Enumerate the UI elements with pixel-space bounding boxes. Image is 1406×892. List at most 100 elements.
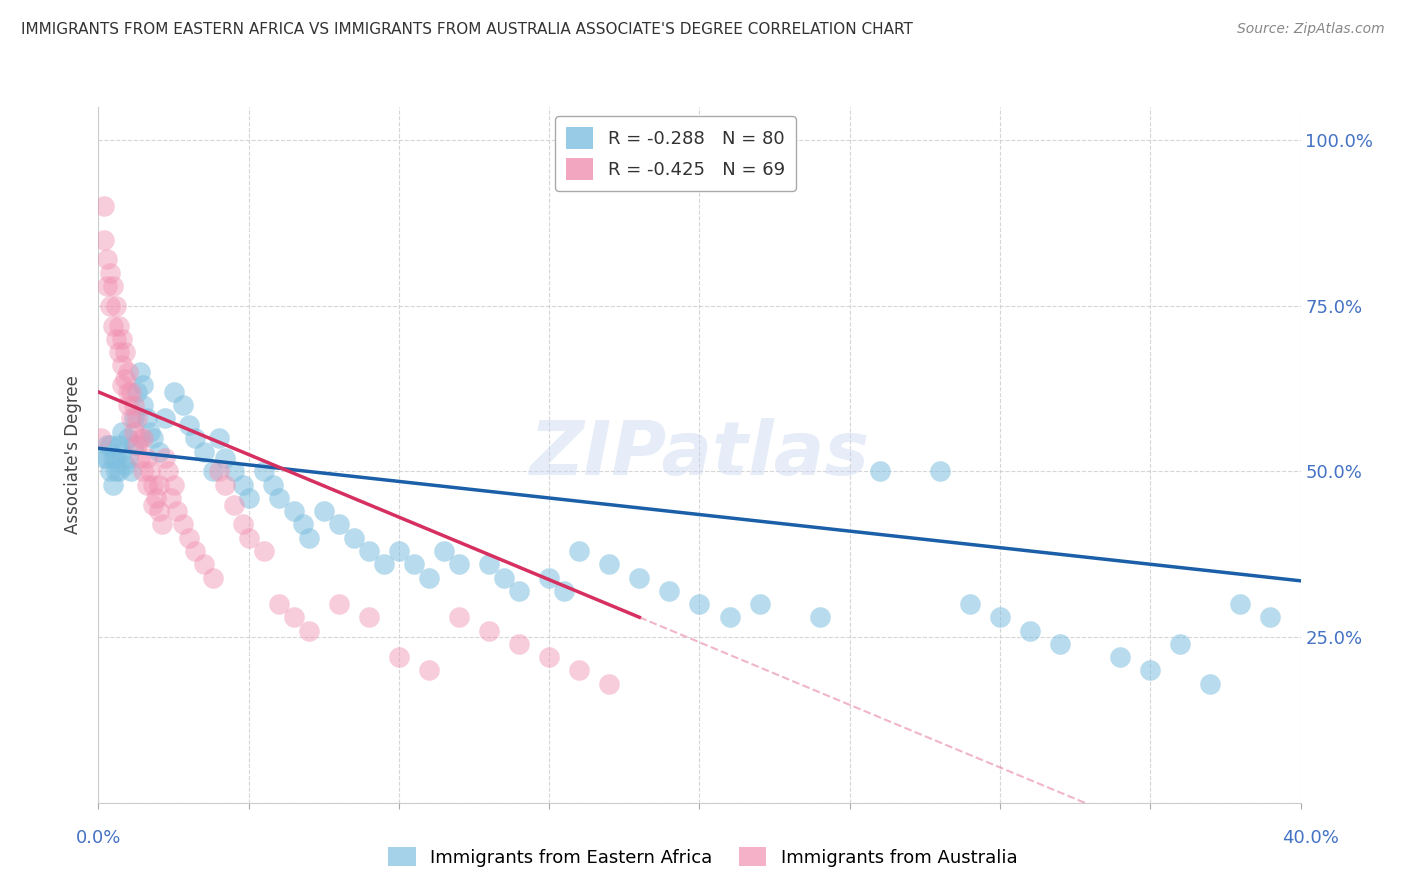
Point	[108, 438, 131, 452]
Point	[388, 544, 411, 558]
Point	[100, 299, 122, 313]
Legend: Immigrants from Eastern Africa, Immigrants from Australia: Immigrants from Eastern Africa, Immigran…	[381, 840, 1025, 874]
Point	[1049, 637, 1071, 651]
Point	[103, 279, 125, 293]
Point	[127, 384, 149, 399]
Point	[148, 504, 170, 518]
Point	[478, 558, 501, 572]
Point	[222, 498, 245, 512]
Point	[388, 650, 411, 665]
Point	[111, 332, 134, 346]
Point	[328, 597, 350, 611]
Point	[312, 504, 335, 518]
Point	[145, 491, 167, 505]
Point	[869, 465, 891, 479]
Point	[628, 570, 651, 584]
Point	[117, 384, 139, 399]
Point	[568, 663, 591, 677]
Point	[93, 199, 115, 213]
Text: IMMIGRANTS FROM EASTERN AFRICA VS IMMIGRANTS FROM AUSTRALIA ASSOCIATE'S DEGREE C: IMMIGRANTS FROM EASTERN AFRICA VS IMMIGR…	[21, 22, 912, 37]
Point	[96, 279, 118, 293]
Point	[357, 544, 380, 558]
Point	[132, 378, 155, 392]
Text: Source: ZipAtlas.com: Source: ZipAtlas.com	[1237, 22, 1385, 37]
Point	[238, 531, 260, 545]
Point	[114, 458, 136, 472]
Point	[538, 570, 561, 584]
Point	[748, 597, 770, 611]
Point	[232, 477, 254, 491]
Point	[402, 558, 425, 572]
Point	[148, 477, 170, 491]
Point	[150, 517, 173, 532]
Point	[117, 398, 139, 412]
Point	[658, 583, 681, 598]
Point	[232, 517, 254, 532]
Point	[214, 451, 236, 466]
Point	[121, 384, 143, 399]
Point	[478, 624, 501, 638]
Point	[111, 444, 134, 458]
Point	[93, 451, 115, 466]
Point	[418, 570, 440, 584]
Point	[153, 451, 176, 466]
Point	[598, 558, 620, 572]
Point	[127, 411, 149, 425]
Point	[193, 558, 215, 572]
Point	[103, 318, 125, 333]
Point	[808, 610, 831, 624]
Point	[129, 451, 152, 466]
Point	[267, 491, 290, 505]
Point	[201, 465, 224, 479]
Point	[447, 610, 470, 624]
Point	[262, 477, 284, 491]
Point	[162, 384, 184, 399]
Point	[96, 252, 118, 267]
Point	[124, 398, 146, 412]
Point	[929, 465, 952, 479]
Point	[172, 517, 194, 532]
Point	[105, 332, 128, 346]
Legend: R = -0.288   N = 80, R = -0.425   N = 69: R = -0.288 N = 80, R = -0.425 N = 69	[555, 116, 796, 191]
Point	[373, 558, 395, 572]
Point	[100, 465, 122, 479]
Point	[141, 431, 163, 445]
Point	[553, 583, 575, 598]
Point	[121, 411, 143, 425]
Point	[108, 318, 131, 333]
Point	[172, 398, 194, 412]
Point	[1139, 663, 1161, 677]
Point	[108, 345, 131, 359]
Point	[283, 504, 305, 518]
Point	[105, 465, 128, 479]
Point	[132, 465, 155, 479]
Point	[166, 504, 188, 518]
Point	[135, 451, 157, 466]
Point	[253, 465, 276, 479]
Point	[90, 431, 112, 445]
Point	[208, 465, 231, 479]
Point	[598, 676, 620, 690]
Point	[1199, 676, 1222, 690]
Point	[718, 610, 741, 624]
Point	[959, 597, 981, 611]
Point	[100, 438, 122, 452]
Point	[129, 431, 152, 445]
Point	[121, 465, 143, 479]
Point	[689, 597, 711, 611]
Point	[141, 498, 163, 512]
Point	[447, 558, 470, 572]
Point	[132, 431, 155, 445]
Point	[238, 491, 260, 505]
Point	[156, 465, 179, 479]
Point	[508, 583, 530, 598]
Point	[114, 345, 136, 359]
Point	[117, 365, 139, 379]
Point	[418, 663, 440, 677]
Point	[124, 411, 146, 425]
Point	[111, 378, 134, 392]
Point	[343, 531, 366, 545]
Point	[162, 477, 184, 491]
Point	[100, 266, 122, 280]
Point	[96, 451, 118, 466]
